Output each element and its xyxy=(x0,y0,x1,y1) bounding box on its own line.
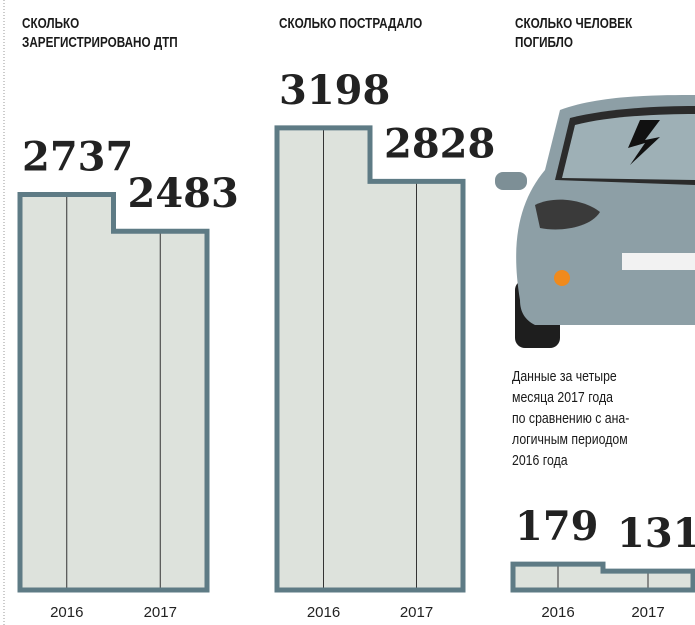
x-tick-label: 2016 xyxy=(50,604,83,621)
chart: 2737 2016 2483 2017 3198 2016 2828 2017 179 2016 1… xyxy=(0,0,695,625)
x-tick-label: 2017 xyxy=(631,604,664,621)
car-illustration xyxy=(495,95,695,348)
infographic: 2737 2016 2483 2017 3198 2016 2828 2017 179 2016 1… xyxy=(0,0,695,625)
value-label: 3198 xyxy=(279,67,390,114)
value-label: 2737 xyxy=(22,134,133,181)
value-label: 179 xyxy=(515,503,599,550)
value-label: 131 xyxy=(617,510,695,557)
value-label: 2828 xyxy=(384,120,495,167)
note: Данные за четыре месяца 2017 года по сра… xyxy=(512,366,629,471)
x-tick-label: 2016 xyxy=(541,604,574,621)
chart-title: СКОЛЬКО ЧЕЛОВЕК ПОГИБЛО xyxy=(515,14,632,52)
chart-title: СКОЛЬКО ЗАРЕГИСТРИРОВАНО ДТП xyxy=(22,14,178,52)
x-tick-label: 2016 xyxy=(307,604,340,621)
x-tick-label: 2017 xyxy=(144,604,177,621)
chart-title: СКОЛЬКО ПОСТРАДАЛО xyxy=(279,14,422,33)
x-tick-label: 2017 xyxy=(400,604,433,621)
value-label: 2483 xyxy=(128,170,239,217)
